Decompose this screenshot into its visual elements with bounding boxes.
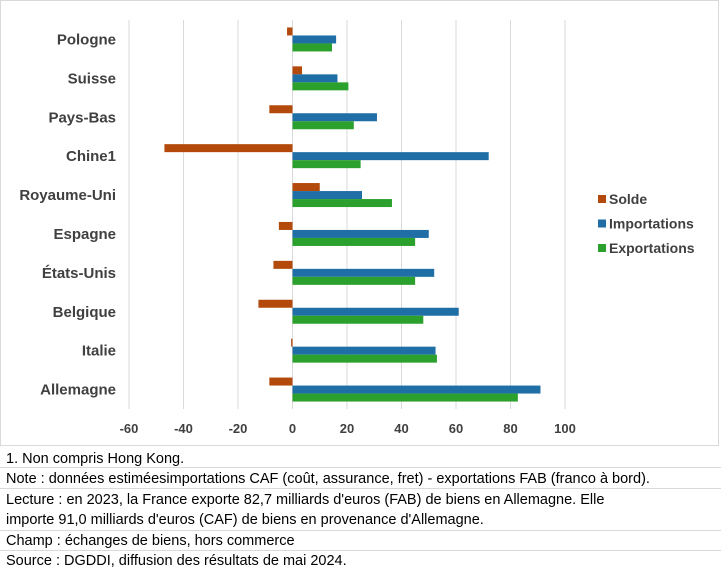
bar-solde xyxy=(292,183,320,192)
bar-solde xyxy=(269,377,293,386)
bar-solde xyxy=(258,299,293,308)
x-tick-label: -40 xyxy=(174,421,193,436)
bar-solde xyxy=(278,221,293,230)
x-tick-label: 40 xyxy=(394,421,408,436)
bar-solde xyxy=(164,144,293,153)
x-tick-label: 80 xyxy=(503,421,517,436)
category-label: Chine1 xyxy=(66,148,116,165)
category-label: Suisse xyxy=(68,70,116,87)
bar-solde xyxy=(292,66,303,75)
bar-solde xyxy=(273,260,293,269)
lecture-text-line2: importe 91,0 milliards d'euros (CAF) de … xyxy=(6,512,484,528)
bar-importations xyxy=(292,152,489,161)
legend-label: Exportations xyxy=(609,240,695,256)
x-tick-label: 20 xyxy=(340,421,354,436)
champ-text: Champ : échanges de biens, hors commerce xyxy=(6,533,295,549)
bar-importations xyxy=(292,74,338,83)
bar-solde xyxy=(291,338,293,347)
note-row-note: Note : données estiméesimportations CAF … xyxy=(0,468,721,489)
bar-exportations xyxy=(292,393,518,402)
category-label: États-Unis xyxy=(42,265,116,282)
bar-exportations xyxy=(292,121,354,130)
category-labels: Pologne Suisse Pays-Bas Chine1 Royaume-Uni Es… xyxy=(19,31,116,398)
category-label: Italie xyxy=(82,343,116,360)
bar-importations xyxy=(292,385,541,394)
bar-exportations xyxy=(292,354,437,363)
bar-importations xyxy=(292,113,377,122)
gridlines xyxy=(128,20,566,409)
bar-solde xyxy=(269,105,293,114)
bar-solde xyxy=(287,27,293,36)
category-label: Espagne xyxy=(53,226,116,243)
category-label: Pays-Bas xyxy=(48,109,116,126)
source-text: Source : DGDDI, diffusion des résultats … xyxy=(6,553,347,569)
note-row-lecture: Lecture : en 2023, la France exporte 82,… xyxy=(0,489,721,531)
x-tick-label: -20 xyxy=(229,421,248,436)
bar-exportations xyxy=(292,315,424,324)
legend: Solde Importations Exportations xyxy=(598,191,695,256)
bar-exportations xyxy=(292,43,333,52)
bar-importations xyxy=(292,268,435,277)
bar-exportations xyxy=(292,276,416,285)
x-tick-label: -60 xyxy=(120,421,139,436)
x-tick-label: 0 xyxy=(289,421,296,436)
footnote-text: 1. Non compris Hong Kong. xyxy=(6,451,185,467)
bar-importations xyxy=(292,346,436,355)
legend-swatch xyxy=(598,219,606,228)
bar-chart: Pologne Suisse Pays-Bas Chine1 Royaume-Uni Es… xyxy=(19,20,695,436)
legend-label: Importations xyxy=(609,216,694,232)
bars xyxy=(164,27,541,402)
bar-exportations xyxy=(292,82,349,91)
x-tick-label: 100 xyxy=(554,421,576,436)
x-tick-label: 60 xyxy=(449,421,463,436)
note-row-source: Source : DGDDI, diffusion des résultats … xyxy=(0,551,721,572)
category-label: Allemagne xyxy=(40,382,116,399)
bar-exportations xyxy=(292,199,392,208)
bar-importations xyxy=(292,35,337,44)
bar-importations xyxy=(292,191,362,200)
bar-importations xyxy=(292,307,459,316)
legend-swatch xyxy=(598,195,606,203)
bar-exportations xyxy=(292,237,416,246)
legend-swatch xyxy=(598,244,606,252)
category-label: Pologne xyxy=(57,31,116,48)
bar-importations xyxy=(292,229,429,238)
note-row-footnote: 1. Non compris Hong Kong. xyxy=(0,446,721,468)
legend-label: Solde xyxy=(609,191,647,207)
lecture-text-line1: Lecture : en 2023, la France exporte 82,… xyxy=(6,492,605,508)
category-label: Belgique xyxy=(53,304,116,321)
bar-exportations xyxy=(292,160,361,169)
note-text: Note : données estiméesimportations CAF … xyxy=(6,471,650,487)
category-label: Royaume-Uni xyxy=(19,187,116,204)
x-tick-labels: -60 -40 -20 0 20 40 60 80 100 xyxy=(120,421,576,436)
note-row-champ: Champ : échanges de biens, hors commerce xyxy=(0,531,721,551)
